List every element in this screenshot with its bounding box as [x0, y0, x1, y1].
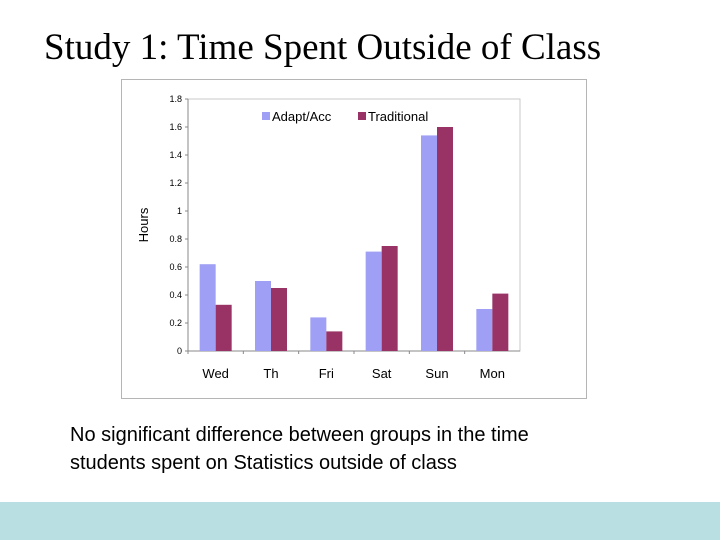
axes [187, 98, 521, 352]
legend-swatch-adapt [262, 112, 270, 120]
bar-adapt-mon [476, 309, 493, 351]
y-tick-label: 0.8 [169, 234, 182, 244]
caption: No significant difference between groups… [70, 421, 690, 477]
y-tick-label: 1.6 [169, 122, 182, 132]
caption-line-2: students spent on Statistics outside of … [70, 452, 457, 474]
bar-adapt-th [255, 281, 271, 351]
category-labels: Wed Th Fri Sat Sun Mon [187, 351, 505, 381]
legend-swatch-traditional [358, 112, 366, 120]
legend-label-adapt: Adapt/Acc [272, 109, 332, 124]
y-tick-label: 1 [177, 206, 182, 216]
y-axis-title: Hours [136, 207, 151, 242]
bars [199, 127, 509, 351]
x-tick-label: Th [263, 366, 278, 381]
x-tick-label: Sat [372, 366, 392, 381]
plot-border [187, 98, 521, 352]
x-tick-label: Mon [480, 366, 505, 381]
chart-frame: 0 0.2 0.4 0.6 0.8 1 1.2 1.4 1.6 1.8 Wed Th Fri Sat Su… [121, 79, 587, 399]
bar-traditional-sun [437, 127, 453, 351]
caption-line-1: No significant difference between groups… [70, 424, 529, 446]
y-tick-label: 0 [177, 346, 182, 356]
bar-adapt-sun [421, 135, 437, 351]
y-tick-label: 0.2 [169, 318, 182, 328]
footer-band [0, 502, 720, 540]
bar-adapt-wed [199, 264, 216, 351]
y-tick-label: 0.6 [169, 262, 182, 272]
bar-adapt-sat [365, 251, 382, 351]
bar-traditional-wed [215, 304, 232, 351]
x-tick-label: Sun [425, 366, 448, 381]
bar-chart: 0 0.2 0.4 0.6 0.8 1 1.2 1.4 1.6 1.8 Wed Th Fri Sat Su… [136, 94, 521, 381]
y-tick-label: 1.2 [169, 178, 182, 188]
bar-traditional-fri [326, 331, 343, 351]
y-tick-label: 0.4 [169, 290, 182, 300]
y-tick-label: 1.4 [169, 150, 182, 160]
legend-label-traditional: Traditional [368, 109, 428, 124]
bar-traditional-th [271, 288, 287, 351]
bar-traditional-mon [492, 293, 509, 351]
bar-traditional-sat [381, 246, 398, 351]
slide-title: Study 1: Time Spent Outside of Class [44, 27, 602, 68]
y-tick-label: 1.8 [169, 94, 182, 104]
legend: Adapt/Acc Traditional [262, 109, 428, 124]
y-ticks: 0 0.2 0.4 0.6 0.8 1 1.2 1.4 1.6 1.8 [169, 94, 188, 356]
x-tick-label: Fri [319, 366, 334, 381]
bar-adapt-fri [310, 317, 327, 351]
x-tick-label: Wed [202, 366, 229, 381]
